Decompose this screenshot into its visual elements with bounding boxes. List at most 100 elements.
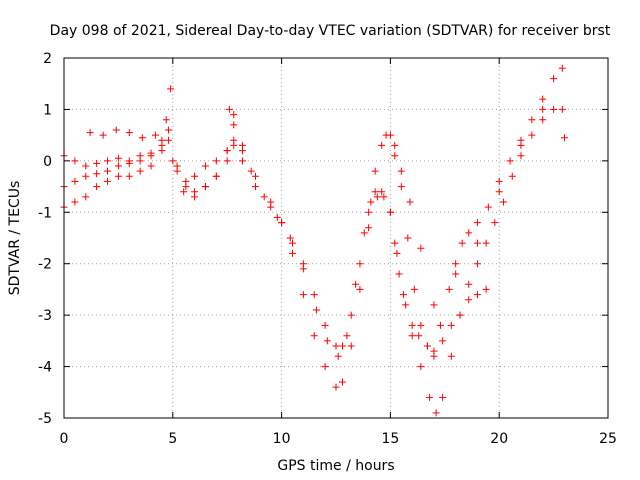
data-point (247, 167, 255, 175)
data-point (238, 157, 246, 165)
y-tick-label: -4 (38, 360, 52, 376)
data-point (310, 332, 318, 340)
data-point (550, 105, 558, 113)
data-point (456, 311, 464, 319)
grid-lines (64, 58, 608, 418)
data-points (60, 64, 568, 417)
y-tick-label: -5 (38, 411, 52, 427)
data-point (147, 152, 155, 160)
x-tick-label: 15 (381, 431, 399, 447)
data-point (225, 105, 233, 113)
data-point (223, 147, 231, 155)
data-point (395, 270, 403, 278)
data-point (410, 285, 418, 293)
x-tick-label: 5 (168, 431, 177, 447)
data-point (482, 239, 490, 247)
data-point (112, 126, 120, 134)
data-point (500, 198, 508, 206)
y-tick-label: -3 (38, 308, 52, 324)
data-point (347, 342, 355, 350)
data-point (399, 291, 407, 299)
y-tick-label: -1 (38, 205, 52, 221)
data-point (339, 342, 347, 350)
data-point (452, 270, 460, 278)
data-point (323, 337, 331, 345)
data-point (114, 154, 122, 162)
data-point (391, 141, 399, 149)
data-point (125, 129, 133, 137)
data-point (334, 352, 342, 360)
data-point (158, 141, 166, 149)
data-point (408, 321, 416, 329)
data-point (71, 198, 79, 206)
data-point (367, 198, 375, 206)
data-point (288, 239, 296, 247)
data-point (417, 363, 425, 371)
data-point (558, 64, 566, 72)
data-point (310, 291, 318, 299)
data-point (465, 296, 473, 304)
y-tick-label: 2 (43, 51, 52, 67)
data-point (343, 332, 351, 340)
y-tick-labels: -5 -4 -3 -2 -1 0 1 2 (38, 51, 608, 427)
y-tick-label: 1 (43, 102, 52, 118)
data-point (491, 219, 499, 227)
plot-frame (63, 57, 609, 419)
data-point (93, 159, 101, 167)
data-point (230, 141, 238, 149)
data-point (267, 198, 275, 206)
data-point (558, 105, 566, 113)
data-point (391, 152, 399, 160)
data-point (447, 321, 455, 329)
data-point (104, 177, 112, 185)
data-point (321, 321, 329, 329)
data-point (136, 167, 144, 175)
data-point (378, 141, 386, 149)
data-point (495, 188, 503, 196)
data-point (191, 188, 199, 196)
data-point (445, 285, 453, 293)
data-point (528, 131, 536, 139)
data-point (356, 260, 364, 268)
data-point (397, 183, 405, 191)
data-point (539, 116, 547, 124)
data-point (365, 224, 373, 232)
data-point (251, 183, 259, 191)
data-point (458, 239, 466, 247)
data-point (391, 239, 399, 247)
data-point (402, 301, 410, 309)
data-point (82, 172, 90, 180)
data-point (386, 208, 394, 216)
data-point (417, 244, 425, 252)
data-point (332, 383, 340, 391)
data-point (465, 280, 473, 288)
data-point (506, 157, 514, 165)
data-point (404, 234, 412, 242)
data-point (423, 342, 431, 350)
data-point (136, 157, 144, 165)
data-point (347, 311, 355, 319)
data-point (99, 131, 107, 139)
data-point (380, 193, 388, 201)
data-point (373, 193, 381, 201)
data-point (201, 183, 209, 191)
data-point (212, 157, 220, 165)
x-axis-label: GPS time / hours (277, 458, 394, 474)
data-point (439, 393, 447, 401)
data-point (430, 352, 438, 360)
data-point (539, 105, 547, 113)
data-point (104, 157, 112, 165)
data-point (465, 229, 473, 237)
data-point (164, 136, 172, 144)
data-point (393, 249, 401, 257)
data-point (138, 134, 146, 142)
data-point (114, 162, 122, 170)
data-point (473, 239, 481, 247)
data-point (386, 131, 394, 139)
data-point (230, 121, 238, 129)
data-point (86, 129, 94, 137)
data-point (408, 332, 416, 340)
data-point (93, 170, 101, 178)
data-point (378, 188, 386, 196)
